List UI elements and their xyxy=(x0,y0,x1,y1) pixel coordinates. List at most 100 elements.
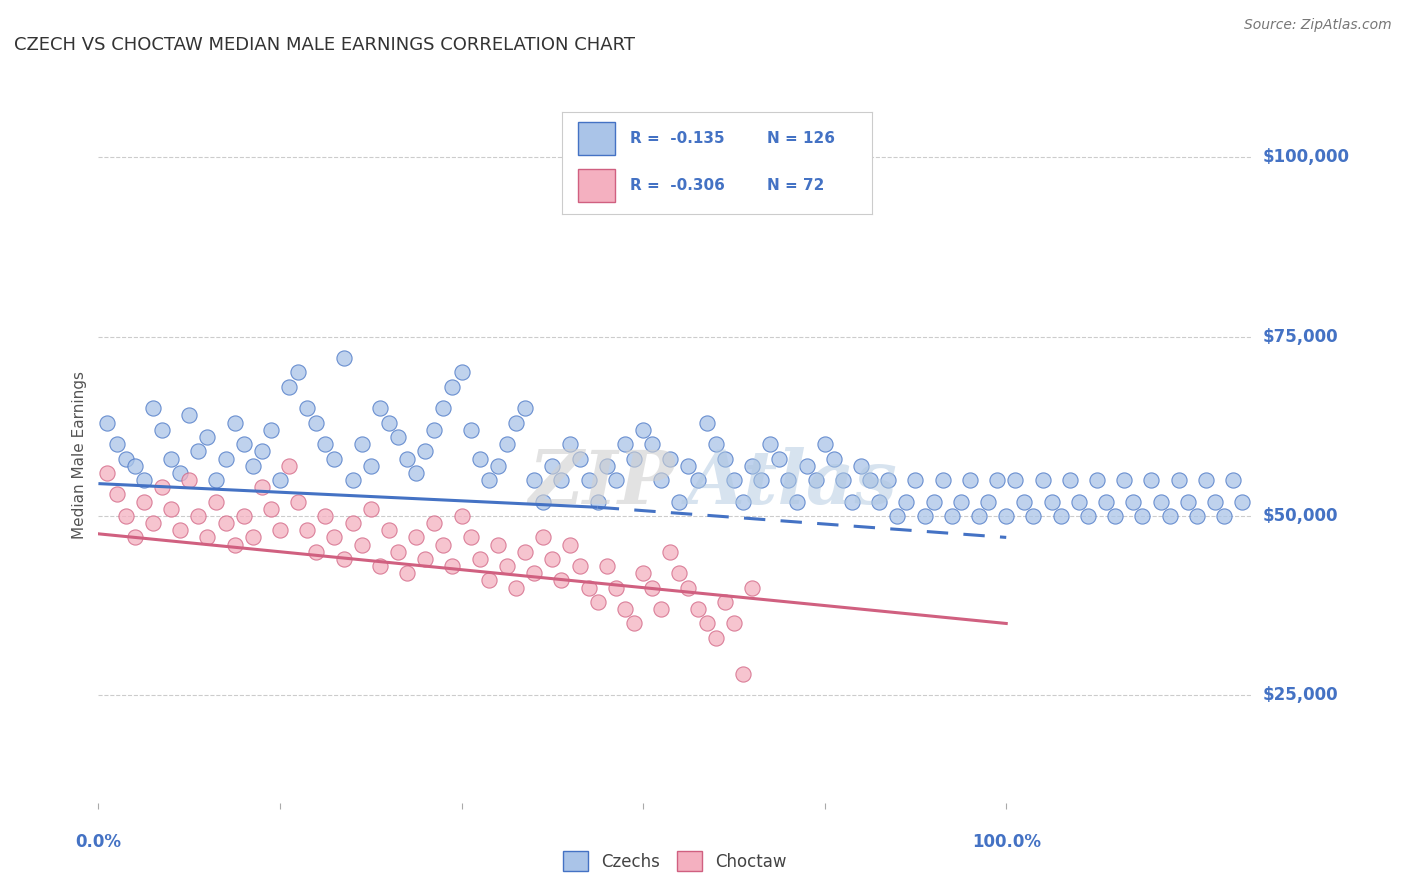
Text: 100.0%: 100.0% xyxy=(972,833,1040,851)
Point xyxy=(904,473,927,487)
Point xyxy=(305,545,328,559)
Point xyxy=(250,480,273,494)
Point xyxy=(786,494,808,508)
Point xyxy=(731,494,754,508)
Point xyxy=(623,451,645,466)
Point xyxy=(114,451,136,466)
Point xyxy=(132,473,155,487)
Point xyxy=(1077,508,1099,523)
Point xyxy=(368,559,391,574)
Point xyxy=(513,545,536,559)
Point xyxy=(405,530,427,544)
Point xyxy=(959,473,981,487)
Point xyxy=(396,566,419,581)
Point xyxy=(250,444,273,458)
Point xyxy=(749,473,772,487)
Point xyxy=(605,473,627,487)
Point xyxy=(160,451,183,466)
Point xyxy=(378,523,401,537)
Point xyxy=(550,473,572,487)
Point xyxy=(841,494,863,508)
Point xyxy=(486,458,509,473)
Text: 0.0%: 0.0% xyxy=(76,833,121,851)
Point xyxy=(96,466,118,480)
Point xyxy=(1095,494,1118,508)
Point xyxy=(914,508,936,523)
Point xyxy=(1114,473,1136,487)
Point xyxy=(1067,494,1090,508)
Point xyxy=(150,423,173,437)
Point xyxy=(350,437,373,451)
Point xyxy=(478,574,501,588)
Point xyxy=(886,508,908,523)
Point xyxy=(686,473,709,487)
Point xyxy=(124,458,146,473)
Point xyxy=(531,494,554,508)
Point xyxy=(641,581,664,595)
Point xyxy=(596,458,619,473)
Point xyxy=(269,473,291,487)
Point xyxy=(678,581,700,595)
Point xyxy=(1213,508,1236,523)
Text: CZECH VS CHOCTAW MEDIAN MALE EARNINGS CORRELATION CHART: CZECH VS CHOCTAW MEDIAN MALE EARNINGS CO… xyxy=(14,36,636,54)
Point xyxy=(332,552,354,566)
Point xyxy=(187,444,209,458)
Point xyxy=(413,444,436,458)
Point xyxy=(441,380,464,394)
Point xyxy=(586,494,609,508)
Point xyxy=(260,501,283,516)
Point xyxy=(460,530,482,544)
Point xyxy=(342,473,364,487)
Point xyxy=(995,508,1018,523)
Point xyxy=(278,380,301,394)
Point xyxy=(714,451,737,466)
Point xyxy=(124,530,146,544)
Point xyxy=(696,416,718,430)
Point xyxy=(1232,494,1254,508)
Point xyxy=(224,416,246,430)
Point xyxy=(896,494,918,508)
Point xyxy=(686,602,709,616)
Point xyxy=(523,566,546,581)
Point xyxy=(1177,494,1199,508)
Point xyxy=(1040,494,1063,508)
Point xyxy=(531,530,554,544)
Point xyxy=(814,437,837,451)
Point xyxy=(877,473,900,487)
Point xyxy=(796,458,818,473)
Point xyxy=(513,401,536,416)
Point xyxy=(1167,473,1189,487)
Text: $50,000: $50,000 xyxy=(1263,507,1339,524)
Point xyxy=(868,494,890,508)
Point xyxy=(1149,494,1171,508)
Point xyxy=(668,566,690,581)
Point xyxy=(1140,473,1163,487)
Point xyxy=(778,473,800,487)
Point xyxy=(704,631,727,645)
Point xyxy=(768,451,790,466)
Point xyxy=(214,516,236,530)
Point xyxy=(396,451,419,466)
Point xyxy=(578,581,600,595)
Point xyxy=(205,473,228,487)
Point xyxy=(486,538,509,552)
Point xyxy=(260,423,283,437)
Point xyxy=(450,508,472,523)
Point xyxy=(441,559,464,574)
Text: ZIP: ZIP xyxy=(529,447,675,519)
Point xyxy=(496,437,519,451)
Point xyxy=(278,458,301,473)
Point xyxy=(332,351,354,365)
Point xyxy=(269,523,291,537)
Point xyxy=(1085,473,1108,487)
Point xyxy=(849,458,872,473)
Point xyxy=(613,602,636,616)
Point xyxy=(560,437,582,451)
Point xyxy=(804,473,827,487)
Point xyxy=(432,538,454,552)
Point xyxy=(668,494,690,508)
Point xyxy=(232,508,254,523)
Point xyxy=(650,473,672,487)
Point xyxy=(423,516,446,530)
Point xyxy=(1014,494,1036,508)
